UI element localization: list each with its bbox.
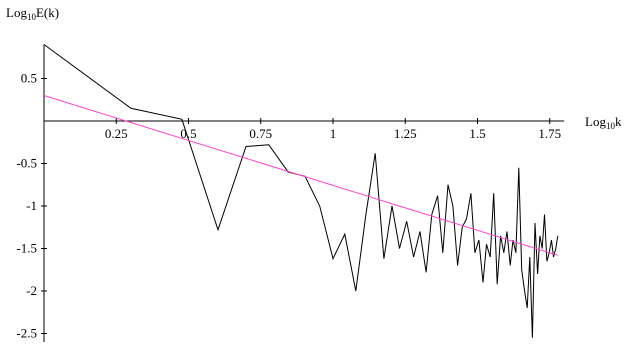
y-tick-label: -1 bbox=[26, 198, 37, 213]
x-tick-label: 1.75 bbox=[538, 126, 561, 141]
x-tick-label: 0.5 bbox=[180, 126, 196, 141]
x-tick-label: 1.25 bbox=[394, 126, 417, 141]
y-axis-title: Log10E(k) bbox=[6, 5, 59, 22]
x-tick-label: 1.5 bbox=[469, 126, 485, 141]
y-tick-label: -2.5 bbox=[16, 326, 37, 341]
x-tick-label: 1 bbox=[330, 126, 337, 141]
y-tick-label: -0.5 bbox=[16, 156, 37, 171]
ticks: 0.25 0.5 0.75 1 1.25 1.5 1.75 0.5 -0.5 -1 -1.5 -2 -2… bbox=[16, 71, 561, 341]
x-axis-title: Log10k bbox=[585, 114, 622, 131]
x-tick-label: 0.25 bbox=[105, 126, 128, 141]
y-tick-label: -2 bbox=[26, 283, 37, 298]
axes bbox=[43, 44, 565, 342]
x-tick-label: 0.75 bbox=[249, 126, 272, 141]
y-tick-label: -1.5 bbox=[16, 241, 37, 256]
spectrum-series-line bbox=[43, 44, 559, 338]
series bbox=[43, 44, 559, 338]
fit-line bbox=[43, 95, 558, 256]
y-tick-label: 0.5 bbox=[21, 71, 37, 86]
